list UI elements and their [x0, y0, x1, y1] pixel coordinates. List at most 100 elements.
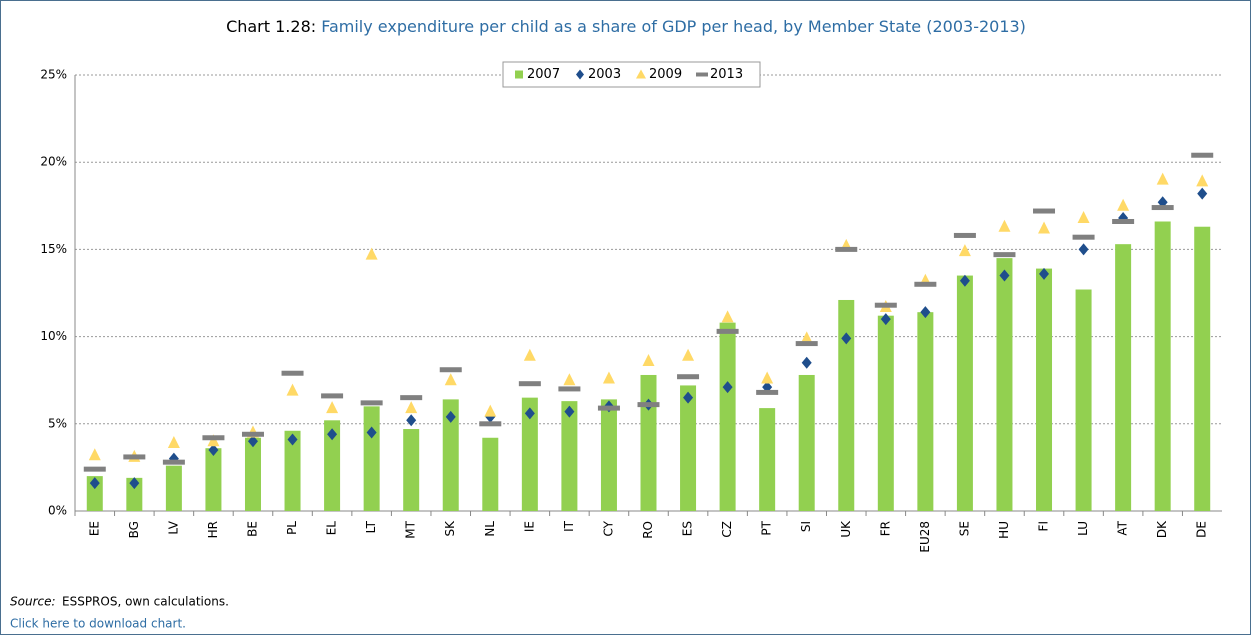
bar: [363, 406, 380, 511]
diamond-marker: [129, 477, 140, 490]
bar: [165, 465, 182, 511]
dash-marker: [202, 435, 225, 441]
x-tick-label: BG: [127, 521, 141, 538]
diamond-marker: [1197, 187, 1208, 200]
x-tick-label: LV: [166, 520, 180, 534]
dash-marker: [677, 374, 700, 380]
dash-marker: [400, 395, 423, 401]
y-tick-label: 0%: [48, 504, 67, 518]
bar: [1154, 221, 1171, 511]
bar: [86, 476, 103, 511]
x-tick-label: IE: [522, 521, 536, 532]
legend-label: 2013: [710, 67, 743, 82]
dash-marker: [637, 402, 660, 408]
diamond-marker: [208, 443, 219, 456]
triangle-marker: [642, 354, 655, 367]
triangle-marker: [1156, 172, 1169, 185]
bar: [126, 477, 143, 511]
dash-marker: [281, 370, 304, 376]
legend-label: 2007: [527, 67, 560, 82]
x-tick-label: NL: [483, 521, 497, 537]
chart-number: Chart 1.28: [226, 17, 311, 36]
chart-heading: Chart 1.28: Family expenditure per child…: [226, 17, 1026, 36]
legend-swatch: [576, 69, 584, 80]
download-link[interactable]: Click here to download chart.: [10, 617, 186, 631]
x-tick-label: HU: [997, 521, 1011, 539]
x-tick-label: MT: [404, 520, 418, 538]
x-tick-label: FI: [1037, 521, 1051, 531]
dash-marker: [1033, 208, 1056, 214]
diamond-marker: [1078, 243, 1089, 256]
bar: [403, 429, 420, 511]
triangle-marker: [365, 247, 378, 260]
source-label: Source:: [10, 595, 56, 609]
x-tick-label: FR: [878, 521, 892, 536]
x-tick-label: CZ: [720, 521, 734, 538]
bar: [956, 275, 973, 511]
dash-marker: [835, 246, 858, 252]
diamond-marker: [564, 405, 575, 418]
bar: [1075, 289, 1092, 511]
diamond-marker: [683, 391, 694, 404]
diamond-marker: [1039, 267, 1050, 280]
diamond-marker: [722, 381, 733, 394]
bar: [284, 430, 301, 511]
triangle-marker: [405, 401, 418, 414]
diamond-marker: [999, 269, 1010, 282]
y-tick-label: 25%: [40, 68, 67, 82]
dash-marker: [993, 252, 1016, 258]
x-tick-label: SK: [443, 520, 457, 537]
diamond-marker: [880, 313, 891, 326]
x-tick-label: UK: [839, 520, 853, 538]
triangle-marker: [682, 348, 695, 361]
triangle-marker: [523, 348, 536, 361]
triangle-marker: [800, 331, 813, 344]
bar: [482, 437, 499, 511]
x-tick-label: SE: [957, 521, 971, 536]
dash-marker: [1112, 218, 1135, 224]
diamond-marker: [524, 407, 535, 420]
legend-box: [502, 61, 761, 88]
x-tick-label: IT: [562, 520, 576, 532]
bar: [1194, 226, 1211, 511]
x-tick-label: BE: [245, 521, 259, 537]
dash-marker: [479, 421, 502, 427]
dash-marker: [518, 381, 541, 387]
triangle-marker: [761, 371, 774, 384]
triangle-marker: [958, 244, 971, 257]
diamond-marker: [445, 410, 456, 423]
x-tick-label: SI: [799, 521, 813, 532]
x-tick-label: RO: [641, 521, 655, 539]
dash-marker: [597, 405, 620, 411]
dash-marker: [83, 466, 106, 472]
triangle-marker: [326, 401, 339, 414]
x-tick-label: LU: [1076, 521, 1090, 536]
triangle-marker: [1117, 198, 1130, 211]
bar: [324, 420, 341, 511]
dash-marker: [321, 393, 344, 399]
y-tick-label: 10%: [40, 329, 67, 343]
triangle-marker: [721, 310, 734, 323]
legend-label: 2009: [649, 67, 682, 82]
diamond-marker: [247, 435, 258, 448]
triangle-marker: [88, 448, 101, 461]
dash-marker: [1072, 234, 1095, 240]
triangle-marker: [1196, 174, 1209, 187]
legend-swatch: [636, 69, 646, 79]
x-tick-label: DE: [1195, 521, 1209, 538]
x-tick-label: EU28: [918, 521, 932, 553]
bar: [996, 258, 1013, 511]
diamond-marker: [89, 477, 100, 490]
bar: [442, 399, 459, 511]
bar: [917, 312, 934, 511]
bar: [680, 385, 697, 511]
diamond-marker: [920, 306, 931, 319]
bar: [600, 399, 617, 511]
x-tick-label: LT: [364, 520, 378, 533]
bar: [798, 374, 815, 511]
diamond-marker: [959, 274, 970, 287]
y-tick-label: 20%: [40, 155, 67, 169]
triangle-marker: [563, 373, 576, 386]
chart-title: Family expenditure per child as a share …: [321, 17, 1026, 36]
